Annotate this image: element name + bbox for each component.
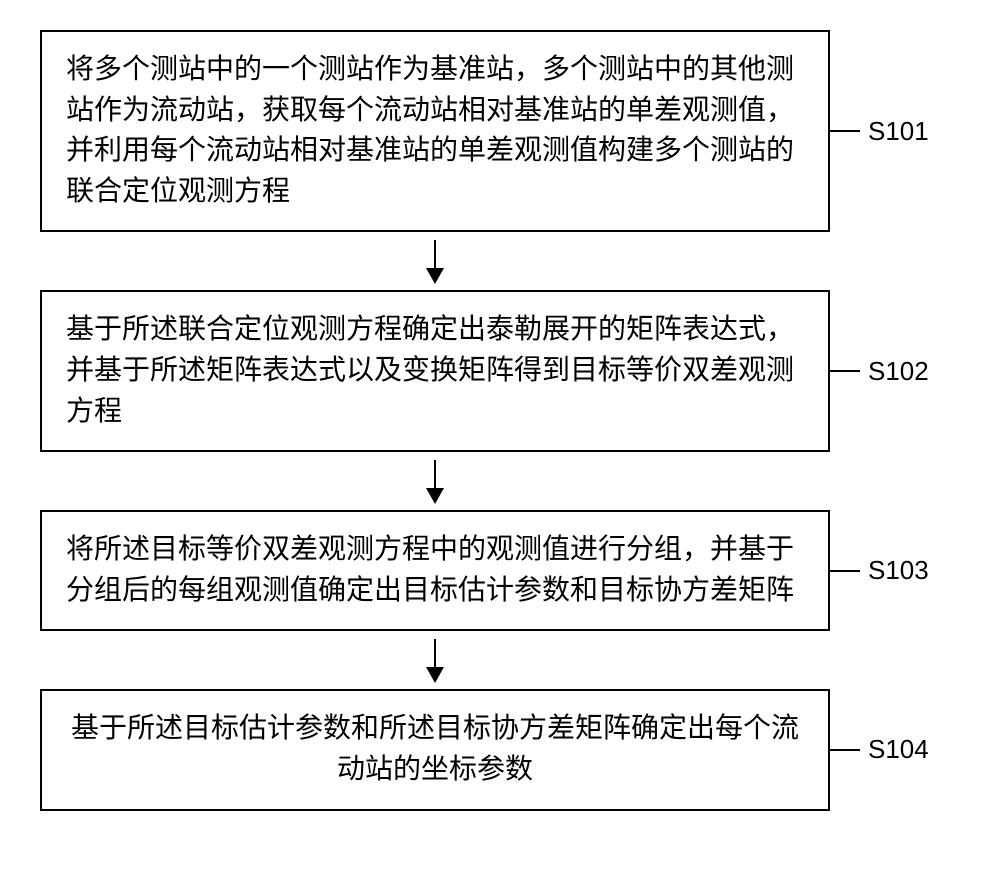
label-connector-3: S103 (830, 555, 929, 586)
arrow-down-icon (434, 240, 436, 282)
label-connector-2: S102 (830, 356, 929, 387)
step-box-1: 将多个测站中的一个测站作为基准站，多个测站中的其他测站作为流动站，获取每个流动站… (40, 30, 830, 232)
arrow-container-1 (40, 232, 830, 290)
step-box-2: 基于所述联合定位观测方程确定出泰勒展开的矩阵表达式，并基于所述矩阵表达式以及变换… (40, 290, 830, 452)
label-connector-4: S104 (830, 734, 929, 765)
step-label-3: S103 (868, 555, 929, 586)
step-container-4: 基于所述目标估计参数和所述目标协方差矩阵确定出每个流动站的坐标参数 S104 (40, 689, 960, 810)
step-box-4: 基于所述目标估计参数和所述目标协方差矩阵确定出每个流动站的坐标参数 (40, 689, 830, 810)
step-box-3: 将所述目标等价双差观测方程中的观测值进行分组，并基于分组后的每组观测值确定出目标… (40, 510, 830, 631)
label-connector-1: S101 (830, 116, 929, 147)
arrow-container-3 (40, 631, 830, 689)
step-container-2: 基于所述联合定位观测方程确定出泰勒展开的矩阵表达式，并基于所述矩阵表达式以及变换… (40, 290, 960, 452)
arrow-down-icon (434, 639, 436, 681)
step-label-1: S101 (868, 116, 929, 147)
step-container-3: 将所述目标等价双差观测方程中的观测值进行分组，并基于分组后的每组观测值确定出目标… (40, 510, 960, 631)
connector-line (830, 370, 860, 372)
arrow-container-2 (40, 452, 830, 510)
step-label-4: S104 (868, 734, 929, 765)
connector-line (830, 570, 860, 572)
step-label-2: S102 (868, 356, 929, 387)
flowchart-container: 将多个测站中的一个测站作为基准站，多个测站中的其他测站作为流动站，获取每个流动站… (40, 30, 960, 811)
arrow-down-icon (434, 460, 436, 502)
connector-line (830, 749, 860, 751)
connector-line (830, 130, 860, 132)
step-container-1: 将多个测站中的一个测站作为基准站，多个测站中的其他测站作为流动站，获取每个流动站… (40, 30, 960, 232)
